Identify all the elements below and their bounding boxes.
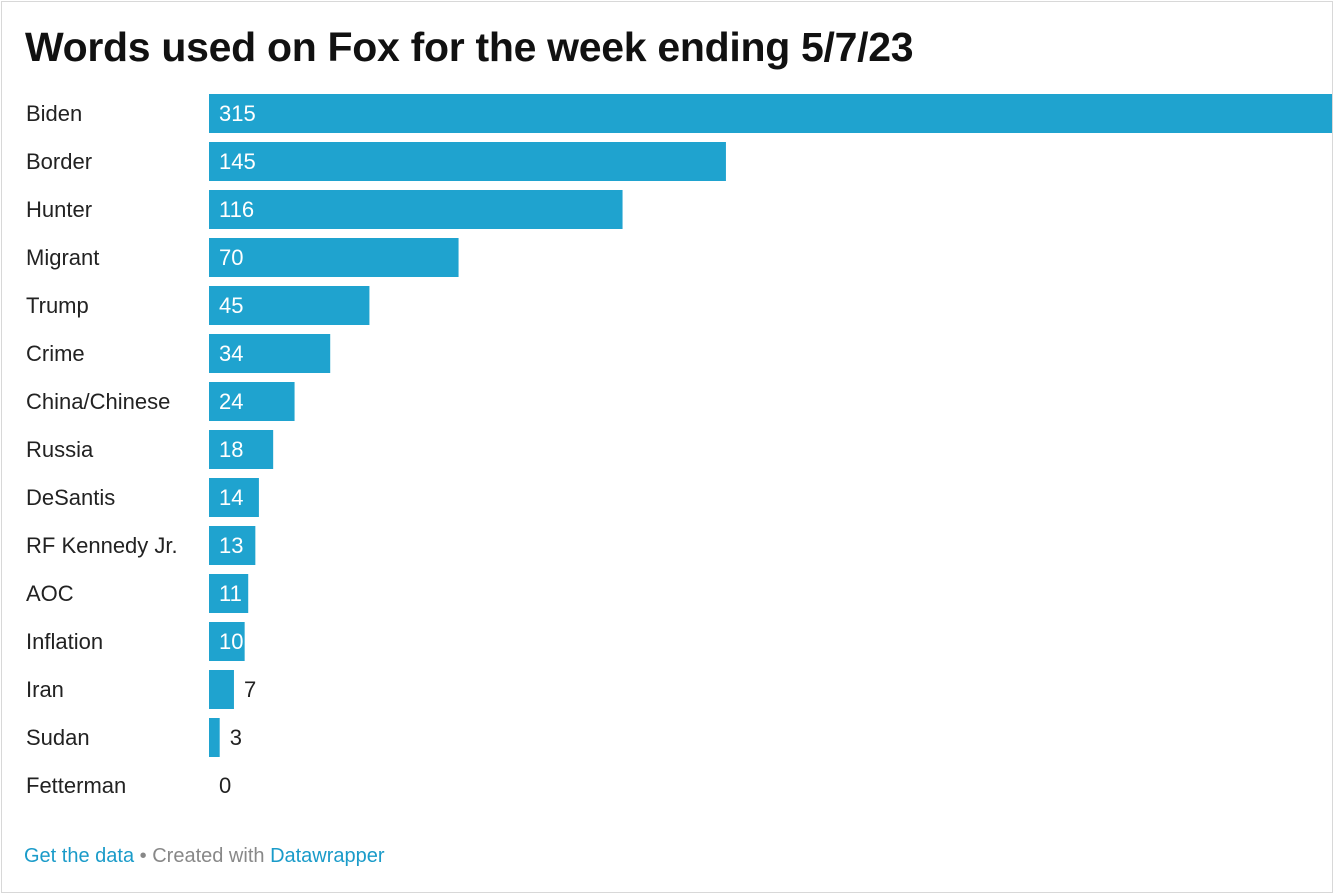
bar-iran <box>209 670 234 709</box>
bar-desantis <box>209 478 259 517</box>
bar-sudan <box>209 718 220 757</box>
category-label-china-chinese: China/Chinese <box>26 389 170 414</box>
category-label-rf-kennedy-jr: RF Kennedy Jr. <box>26 533 178 558</box>
category-label-fetterman: Fetterman <box>26 773 126 798</box>
category-label-aoc: AOC <box>26 581 74 606</box>
get-the-data-link[interactable]: Get the data <box>24 845 135 867</box>
value-label-migrant: 70 <box>219 245 243 270</box>
bar-trump <box>209 286 370 325</box>
value-label-inflation: 10 <box>219 629 243 654</box>
value-label-desantis: 14 <box>219 485 243 510</box>
value-label-crime: 34 <box>219 341 243 366</box>
value-label-russia: 18 <box>219 437 243 462</box>
category-label-trump: Trump <box>26 293 89 318</box>
created-with-text: Created with <box>152 845 265 867</box>
bar-border <box>209 142 726 181</box>
category-label-migrant: Migrant <box>26 245 99 270</box>
bar-aoc <box>209 574 249 613</box>
category-label-border: Border <box>26 149 92 174</box>
value-label-border: 145 <box>219 149 256 174</box>
category-label-crime: Crime <box>26 341 85 366</box>
value-label-iran: 7 <box>244 677 256 702</box>
bar-crime <box>209 334 331 373</box>
footer-separator: • <box>139 845 147 867</box>
value-label-hunter: 116 <box>219 197 254 222</box>
value-label-sudan: 3 <box>230 725 242 750</box>
category-label-biden: Biden <box>26 101 82 126</box>
category-label-inflation: Inflation <box>26 629 103 654</box>
bar-biden <box>209 94 1332 133</box>
value-label-china-chinese: 24 <box>219 389 243 414</box>
bar-inflation <box>209 622 245 661</box>
bar-migrant <box>209 238 459 277</box>
value-label-biden: 315 <box>219 101 256 126</box>
category-label-desantis: DeSantis <box>26 485 115 510</box>
value-label-rf-kennedy-jr: 13 <box>219 533 243 558</box>
value-label-trump: 45 <box>219 293 243 318</box>
category-label-hunter: Hunter <box>26 197 92 222</box>
category-label-sudan: Sudan <box>26 725 90 750</box>
chart-title: Words used on Fox for the week ending 5/… <box>25 24 914 70</box>
category-label-russia: Russia <box>26 437 94 462</box>
value-label-aoc: 11 <box>219 581 242 606</box>
bar-china-chinese <box>209 382 295 421</box>
chart-footer: Get the data • Created with Datawrapper <box>24 845 385 868</box>
datawrapper-link[interactable]: Datawrapper <box>270 845 385 867</box>
bar-russia <box>209 430 274 469</box>
bar-rf-kennedy-jr <box>209 526 256 565</box>
value-label-fetterman: 0 <box>219 773 231 798</box>
category-label-iran: Iran <box>26 677 64 702</box>
bar-hunter <box>209 190 623 229</box>
